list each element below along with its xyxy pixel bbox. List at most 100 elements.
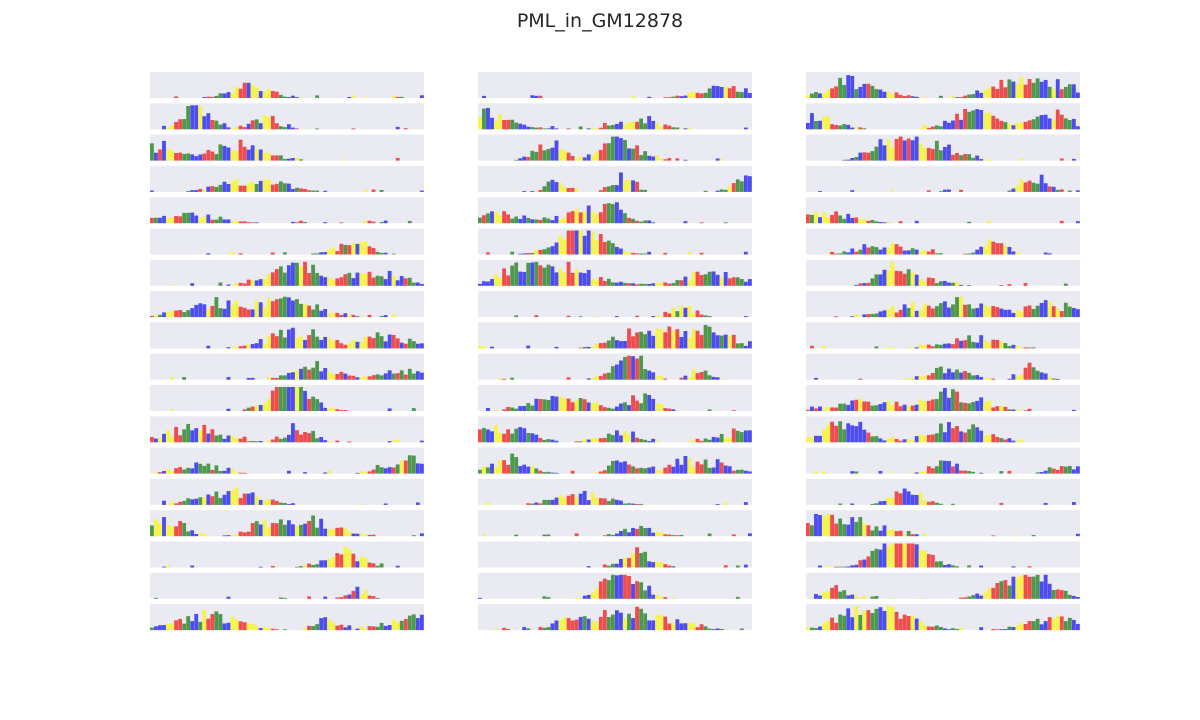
bin-bar [814, 628, 818, 631]
bin-bar [955, 97, 959, 98]
bin-bar [419, 95, 424, 98]
bin-bar [615, 406, 619, 411]
bin-bar [659, 561, 664, 568]
bin-bar [671, 283, 676, 286]
bin-bar [602, 203, 607, 224]
bin-bar [186, 310, 191, 318]
panel-r5-c3 [806, 197, 1080, 224]
bin-bar [910, 472, 915, 474]
bin-bar [902, 534, 907, 537]
bin-bar [826, 116, 830, 130]
bin-bar [959, 372, 963, 380]
bin-bar [174, 215, 179, 224]
bin-bar [655, 122, 660, 130]
bin-bar [295, 262, 299, 286]
bin-bar [707, 88, 712, 98]
bin-bar [335, 553, 340, 568]
bin-bar [375, 275, 380, 286]
bin-bar [218, 184, 223, 192]
bin-bar [627, 405, 631, 411]
bin-bar [886, 309, 891, 318]
bin-bar [494, 467, 498, 474]
bin-bar [874, 313, 879, 318]
bin-bar [198, 430, 203, 443]
bin-bar [246, 123, 251, 130]
bin-bar [667, 565, 672, 568]
bin-bar [1075, 597, 1080, 599]
bin-bar [967, 403, 972, 411]
bin-bar [411, 614, 416, 631]
bin-bar [351, 553, 356, 568]
bin-bar [1027, 79, 1032, 98]
panel-r4-c1 [150, 165, 424, 192]
bin-bar [999, 79, 1004, 98]
bin-bar [371, 248, 376, 255]
bin-bar [635, 145, 639, 161]
bin-bar [922, 533, 927, 537]
bin-bar [914, 136, 919, 161]
bin-bar [218, 93, 223, 98]
bin-bar [291, 524, 295, 537]
bin-bar [1031, 347, 1036, 349]
bin-bar [339, 243, 344, 255]
bin-bar [186, 616, 191, 631]
bin-bar [178, 435, 183, 443]
bin-bar [291, 327, 295, 349]
bin-bar [1007, 284, 1012, 286]
bin-bar [598, 212, 603, 224]
bin-bar [415, 463, 420, 474]
bin-bar [162, 140, 166, 161]
bin-bar [858, 398, 863, 411]
bin-bar [222, 535, 227, 537]
bin-bar [542, 217, 547, 224]
bin-bar [351, 95, 356, 98]
bin-bar [610, 563, 615, 568]
bin-bar [282, 296, 287, 318]
bin-bar [1019, 347, 1024, 349]
bin-bar [315, 336, 320, 349]
bin-bar [486, 429, 490, 443]
bin-bar [651, 398, 656, 411]
bin-bar [951, 304, 955, 318]
bin-bar [914, 495, 919, 505]
bin-bar [550, 266, 555, 286]
bin-bar [190, 621, 195, 631]
bin-bar [850, 75, 855, 98]
bin-bar [810, 113, 814, 130]
bin-bar [1027, 305, 1032, 318]
bin-bar [594, 316, 599, 318]
bin-bar [299, 566, 303, 568]
bin-bar [635, 437, 639, 443]
bin-bar [347, 343, 352, 349]
bin-bar [319, 518, 324, 537]
bin-bar [830, 514, 835, 537]
bin-bar [951, 389, 955, 411]
bin-bar [866, 83, 871, 98]
bin-bar [1035, 116, 1040, 130]
bin-bar [651, 562, 656, 568]
bin-bar [578, 126, 583, 130]
bin-bar [166, 503, 170, 505]
bin-bar [486, 252, 490, 255]
bin-bar [178, 467, 183, 474]
bin-bar [610, 243, 615, 255]
bin-bar [218, 216, 223, 224]
bin-bar [170, 217, 174, 224]
bin-bar [262, 403, 267, 411]
bin-bar [383, 279, 388, 286]
bin-bar [238, 531, 243, 537]
bin-bar [242, 146, 247, 161]
bin-bar [403, 343, 408, 349]
bin-bar [490, 211, 494, 224]
bin-bar [663, 252, 668, 255]
bin-bar [894, 244, 899, 255]
bin-bar [663, 159, 668, 161]
bin-bar [890, 190, 895, 192]
bin-bar [987, 159, 992, 161]
bin-bar [703, 438, 708, 443]
bin-bar [311, 515, 316, 537]
bin-bar [947, 397, 951, 411]
bin-bar [550, 126, 555, 130]
bin-bar [874, 274, 879, 286]
bin-bar [639, 439, 644, 443]
